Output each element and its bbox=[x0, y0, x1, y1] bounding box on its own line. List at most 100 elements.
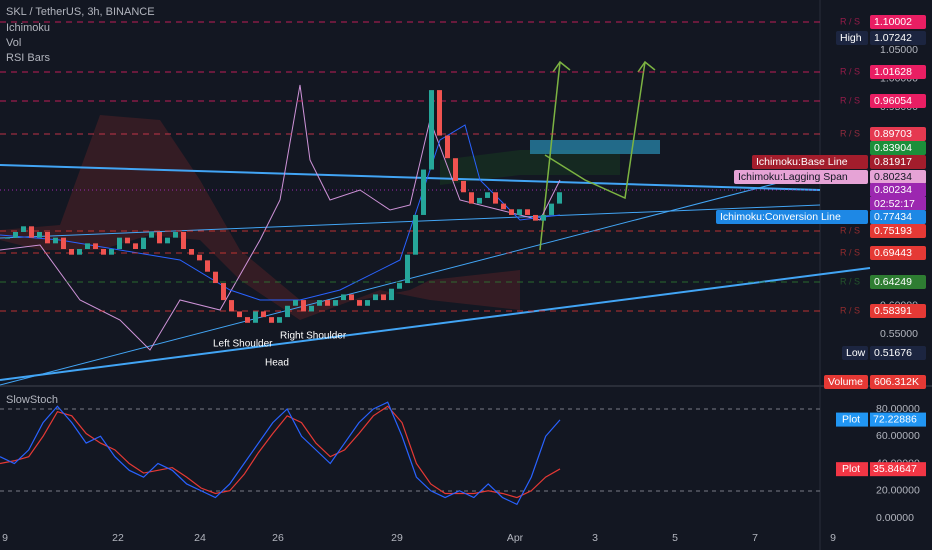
indicator: RSI Bars bbox=[6, 52, 51, 64]
price-tag-value: 0.89703 bbox=[874, 128, 912, 140]
price-tag-value: 0.80234 bbox=[874, 184, 912, 196]
time-tick-label: 9 bbox=[2, 532, 8, 544]
candle bbox=[477, 197, 482, 204]
time-tick-label: 22 bbox=[112, 532, 124, 544]
stoch-title: SlowStoch bbox=[6, 394, 58, 406]
annotation: Right Shoulder bbox=[280, 331, 347, 342]
candle bbox=[13, 231, 18, 238]
annotation: Left Shoulder bbox=[213, 339, 273, 350]
price-tag-value: 0.83904 bbox=[874, 142, 912, 154]
candle bbox=[293, 300, 298, 306]
candle bbox=[181, 231, 186, 250]
indicator: Ichimoku bbox=[6, 22, 50, 34]
trend-line bbox=[0, 164, 821, 191]
price-tag-name-text: High bbox=[840, 32, 862, 44]
candle bbox=[5, 237, 10, 239]
candle bbox=[437, 90, 442, 136]
candle bbox=[229, 300, 234, 312]
stoch-tick-label: 0.00000 bbox=[876, 512, 914, 524]
candle bbox=[245, 317, 250, 323]
candle bbox=[101, 249, 106, 255]
price-tag-name bbox=[752, 155, 868, 169]
candle bbox=[557, 192, 562, 204]
candle bbox=[61, 237, 66, 250]
ichimoku-cloud bbox=[0, 115, 520, 320]
rs-label: R / S bbox=[840, 305, 860, 315]
annotation: Head bbox=[265, 358, 289, 369]
rs-label: R / S bbox=[840, 225, 860, 235]
candle bbox=[421, 169, 426, 215]
price-tag bbox=[870, 170, 926, 184]
arrow-head bbox=[637, 60, 656, 73]
candle bbox=[365, 300, 370, 306]
price-tag bbox=[870, 141, 926, 155]
projection-arrow bbox=[544, 61, 646, 200]
candle bbox=[317, 300, 322, 306]
candle bbox=[549, 203, 554, 215]
candle bbox=[541, 214, 546, 221]
rs-label: R / S bbox=[840, 276, 860, 286]
candle bbox=[429, 90, 434, 170]
candle bbox=[389, 288, 394, 301]
candle bbox=[445, 135, 450, 159]
countdown: 02:52:17 bbox=[874, 198, 915, 210]
candle bbox=[117, 237, 122, 250]
candle bbox=[93, 243, 98, 250]
candle bbox=[413, 214, 418, 255]
price-tag-name bbox=[734, 170, 868, 184]
stoch-tag bbox=[870, 412, 926, 427]
candle bbox=[341, 294, 346, 301]
candle bbox=[485, 192, 490, 198]
candle bbox=[253, 311, 258, 323]
candle bbox=[349, 294, 354, 301]
candle bbox=[213, 271, 218, 284]
symbol: SKL / TetherUS, 3h, BINANCE bbox=[6, 6, 155, 18]
candle bbox=[277, 317, 282, 323]
trend-line bbox=[0, 267, 871, 381]
candle bbox=[133, 243, 138, 250]
price-tag-name bbox=[824, 375, 868, 389]
indicator: Vol bbox=[6, 37, 21, 49]
price-tag bbox=[870, 275, 926, 289]
candle bbox=[333, 300, 338, 306]
candle bbox=[381, 294, 386, 301]
price-tag-name bbox=[836, 31, 868, 45]
price-tag bbox=[870, 246, 926, 260]
price-tag-value: 0.58391 bbox=[874, 305, 912, 317]
price-tag-value: 1.01628 bbox=[874, 66, 912, 78]
price-tick-label: 1.05000 bbox=[880, 44, 918, 56]
candle bbox=[77, 249, 82, 255]
price-tag-name-text: Ichimoku:Lagging Span bbox=[738, 171, 848, 183]
price-tag bbox=[870, 304, 926, 318]
stoch-tick-label: 60.00000 bbox=[876, 430, 920, 442]
stoch-tag-name-text: Plot bbox=[842, 463, 860, 475]
price-tag-value: 0.96054 bbox=[874, 95, 912, 107]
candle bbox=[509, 209, 514, 215]
price-tag-value: 1.10002 bbox=[874, 16, 912, 28]
price-tag-value: 606.312K bbox=[874, 376, 919, 388]
price-tag-value: 0.51676 bbox=[874, 347, 912, 359]
stoch-tag-name-text: Plot bbox=[842, 413, 860, 425]
stoch-line bbox=[0, 405, 561, 499]
candle bbox=[397, 283, 402, 289]
candle bbox=[237, 311, 242, 318]
candle bbox=[221, 283, 226, 301]
price-tag bbox=[870, 15, 926, 29]
ichimoku-cloud-green bbox=[440, 150, 620, 185]
candle bbox=[525, 209, 530, 215]
price-tag bbox=[870, 94, 926, 108]
time-tick-label: 3 bbox=[592, 532, 598, 544]
candle bbox=[29, 226, 34, 238]
candle bbox=[453, 158, 458, 181]
time-tick-label: Apr bbox=[507, 532, 524, 544]
arrow-head bbox=[552, 60, 571, 73]
candle bbox=[45, 231, 50, 244]
candle bbox=[325, 300, 330, 306]
candle bbox=[405, 254, 410, 284]
candle bbox=[37, 231, 42, 238]
conversion-line bbox=[0, 124, 561, 301]
candle bbox=[269, 317, 274, 323]
price-tag-value: 0.75193 bbox=[874, 225, 912, 237]
candle bbox=[125, 237, 130, 244]
stoch-tag-value: 72.22886 bbox=[873, 413, 917, 425]
